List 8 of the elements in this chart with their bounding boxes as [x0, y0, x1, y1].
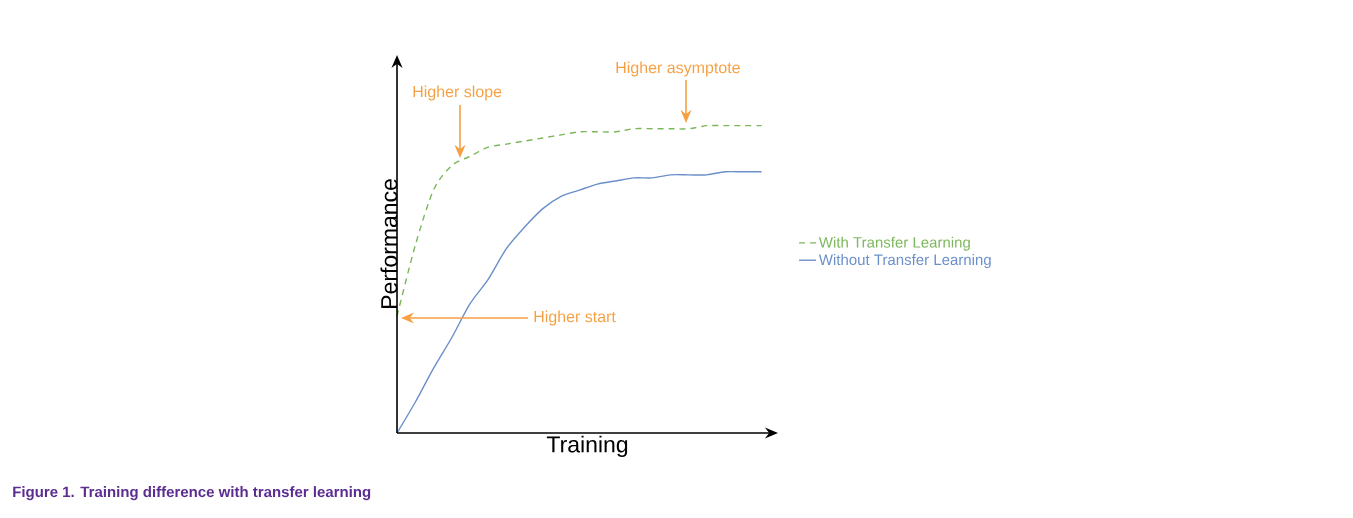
text: Figure 1. Training difference with transfer learning [13, 486, 371, 501]
legend-label: Without Transfer Learning [818, 254, 991, 269]
text: Higher slope [413, 85, 502, 101]
legend-label: With Transfer Learning [818, 236, 970, 251]
x-axis-title: Training [546, 435, 628, 458]
y-axis-title: Performance [380, 179, 398, 308]
text: Higher asymptote [616, 61, 740, 77]
annotation: Higher start [534, 310, 616, 326]
